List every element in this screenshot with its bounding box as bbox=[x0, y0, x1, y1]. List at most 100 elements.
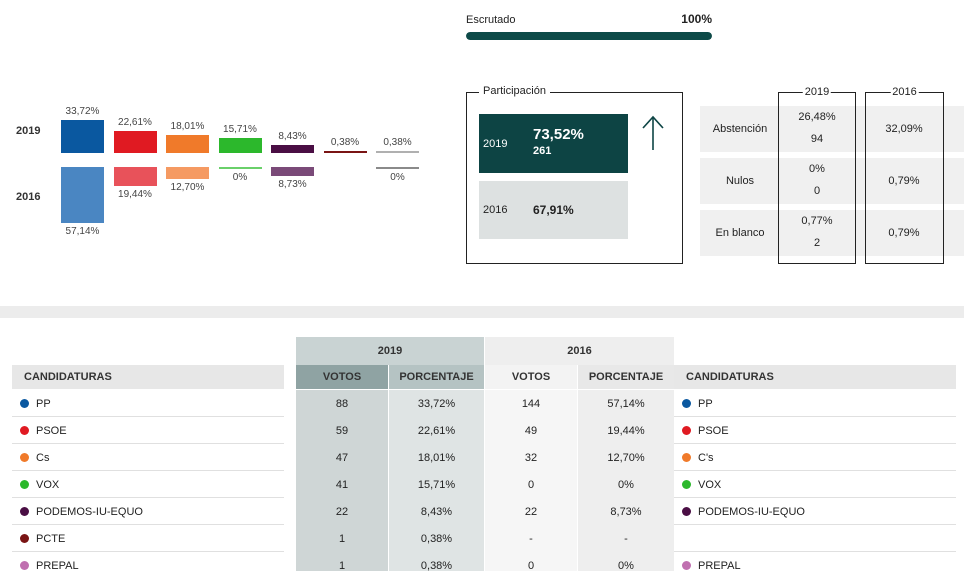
bar-label-2019-1: 22,61% bbox=[118, 116, 152, 128]
cell-text: - bbox=[624, 532, 628, 545]
en-blanco-row: En blanco 0,77% 2 0,79% bbox=[700, 210, 964, 256]
bar-2016-1 bbox=[113, 167, 157, 187]
cell-pct2019: 0,38% bbox=[389, 552, 484, 571]
row-separator bbox=[12, 524, 284, 525]
cell-name2019: PP bbox=[12, 390, 284, 417]
participacion-title: Participación bbox=[479, 85, 550, 97]
party-color-dot bbox=[20, 426, 29, 435]
participacion-2016-year: 2016 bbox=[483, 204, 508, 216]
abstencion-row: Abstención 26,48% 94 32,09% bbox=[700, 106, 964, 152]
bar-label-2019-2: 18,01% bbox=[170, 121, 205, 133]
cell-name2016: PREPAL bbox=[674, 552, 956, 571]
bar-2016-2 bbox=[166, 167, 209, 180]
cell-text: 15,71% bbox=[417, 478, 456, 491]
escrutado-progress-fill bbox=[466, 32, 712, 40]
cell-votes2019: 1 bbox=[296, 552, 388, 571]
cell-votes2016: 144 bbox=[485, 390, 577, 417]
pct-2019: 0,77% bbox=[801, 215, 833, 227]
cell-text: 59 bbox=[335, 424, 349, 437]
bar-2019-6 bbox=[376, 151, 419, 153]
cell-pct2016: 12,70% bbox=[578, 444, 674, 471]
bar-2016-0 bbox=[61, 167, 104, 223]
cell-pct2019: 8,43% bbox=[389, 498, 484, 525]
cell-votes2019: 88 bbox=[296, 390, 388, 417]
row-separator bbox=[12, 551, 284, 552]
cell-name2019: PODEMOS-IU-EQUO bbox=[12, 498, 284, 525]
cell-text: 0,38% bbox=[420, 532, 453, 545]
cell-text: 19,44% bbox=[607, 424, 645, 437]
year-2019-frame: 2019 bbox=[778, 86, 856, 264]
cell-votes2019: 1 bbox=[296, 525, 388, 552]
bar-2019-1 bbox=[113, 130, 157, 153]
cell-votes2016: 22 bbox=[485, 498, 577, 525]
cell-text: 22,61% bbox=[417, 424, 456, 437]
abstencion-table: Abstención 26,48% 94 32,09% Nulos 0% 0 0,7… bbox=[700, 86, 964, 264]
cell-pct2016: - bbox=[578, 525, 674, 552]
cell-votes2019: 41 bbox=[296, 471, 388, 498]
row-label: Abstención bbox=[712, 123, 768, 135]
cell-pct2016: 0% bbox=[578, 471, 674, 498]
votes-2019: 94 bbox=[810, 133, 824, 145]
row-separator bbox=[674, 443, 956, 444]
participacion-2016-value: 67,91% bbox=[533, 203, 574, 217]
cell-text: PP bbox=[36, 397, 51, 410]
cell-votes2019: 59 bbox=[296, 417, 388, 444]
party-color-dot bbox=[682, 453, 691, 462]
col-porcentaje-2016: PORCENTAJE bbox=[578, 365, 674, 389]
cell-text: 32 bbox=[524, 451, 538, 464]
section-divider bbox=[0, 306, 964, 318]
cell-name2019: Cs bbox=[12, 444, 284, 471]
cell-votes2016: 32 bbox=[485, 444, 577, 471]
bar-2019-5 bbox=[323, 151, 367, 153]
cell-name2019: VOX bbox=[12, 471, 284, 498]
table-row: Cs 47 18,01% 32 12,70% C's bbox=[0, 444, 964, 471]
pct-2016: 32,09% bbox=[885, 123, 923, 135]
arrow-up-icon bbox=[642, 115, 664, 150]
row-label: Nulos bbox=[725, 175, 755, 187]
cell-name2019: PSOE bbox=[12, 417, 284, 444]
col-porcentaje-2019: PORCENTAJE bbox=[389, 365, 484, 389]
cell-text: 0% bbox=[618, 559, 634, 571]
cell-text: 1 bbox=[338, 559, 346, 571]
table-row: PP 88 33,72% 144 57,14% PP bbox=[0, 390, 964, 417]
table-row: PREPAL 1 0,38% 0 0% PREPAL bbox=[0, 552, 964, 571]
cell-text: 18,01% bbox=[417, 451, 456, 464]
cell-name2019: PCTE bbox=[12, 525, 284, 552]
bar-label-2019-5: 0,38% bbox=[330, 137, 360, 148]
votes-2019: 0 bbox=[813, 185, 821, 197]
party-color-dot bbox=[20, 453, 29, 462]
col-candidaturas-2016: CANDIDATURAS bbox=[674, 365, 956, 389]
cell-text: Cs bbox=[36, 451, 50, 464]
cell-text: 12,70% bbox=[607, 451, 645, 464]
cell-pct2019: 33,72% bbox=[389, 390, 484, 417]
bar-label-2016-3: 0% bbox=[232, 172, 248, 183]
cell-text: 0% bbox=[618, 478, 634, 491]
escrutado-label: Escrutado bbox=[466, 14, 516, 26]
participacion-panel: Participación 2019 73,52% 261 2016 67,91… bbox=[466, 85, 683, 264]
row-separator bbox=[674, 551, 956, 552]
row-separator bbox=[12, 416, 284, 417]
year-2019-header: 2019 bbox=[802, 86, 832, 98]
cell-text: 8,73% bbox=[610, 505, 642, 518]
escrutado-panel: Escrutado 100% bbox=[466, 12, 712, 40]
cell-text: 1 bbox=[338, 532, 346, 545]
row-separator bbox=[674, 524, 956, 525]
cell-votes2016: 0 bbox=[485, 552, 577, 571]
row-separator bbox=[674, 416, 956, 417]
party-color-dot bbox=[20, 507, 29, 516]
cell-text: PODEMOS-IU-EQUO bbox=[36, 505, 143, 518]
party-color-dot bbox=[682, 426, 691, 435]
cell-pct2016: 8,73% bbox=[578, 498, 674, 525]
participacion-2019-year: 2019 bbox=[483, 138, 508, 150]
row-separator bbox=[674, 470, 956, 471]
cell-text: 88 bbox=[335, 397, 349, 410]
pct-2019: 0% bbox=[809, 163, 825, 175]
bar-label-2016-1: 19,44% bbox=[118, 189, 152, 201]
participacion-2019-box: 2019 73,52% 261 bbox=[479, 114, 628, 173]
row-separator bbox=[674, 497, 956, 498]
bar-label-2016-2: 12,70% bbox=[170, 182, 205, 194]
cell-pct2016: 57,14% bbox=[578, 390, 674, 417]
bar-2016-6 bbox=[376, 167, 419, 169]
pct-2016: 0,79% bbox=[888, 175, 920, 187]
cell-text: VOX bbox=[36, 478, 60, 491]
